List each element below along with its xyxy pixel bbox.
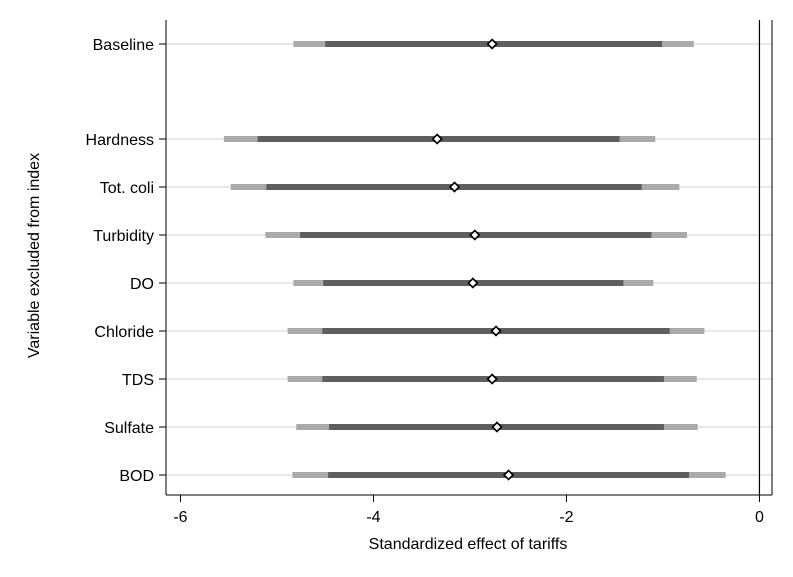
y-axis-title: Variable excluded from index: [26, 153, 43, 358]
y-tick-label-sulfate: Sulfate: [104, 420, 154, 437]
x-tick-label: -2: [559, 509, 573, 526]
y-tick-label-bod: BOD: [119, 468, 154, 485]
y-tick-label-do: DO: [130, 276, 154, 293]
x-axis-ticks: -6 -4 -2 0: [173, 495, 764, 526]
y-tick-label-hardness: Hardness: [86, 132, 154, 149]
y-axis-ticks: Baseline Hardness Tot. coli Turbidity DO Chlo…: [86, 37, 166, 485]
estimate-marker-hardness: [431, 133, 443, 145]
estimate-marker-baseline: [486, 38, 498, 50]
y-tick-label-tot-coli: Tot. coli: [100, 180, 154, 197]
estimate-markers: [431, 38, 515, 481]
y-tick-label-chloride: Chloride: [94, 324, 154, 341]
y-tick-label-tds: TDS: [122, 372, 154, 389]
x-tick-label: 0: [755, 509, 764, 526]
estimate-marker-do: [467, 277, 479, 289]
estimate-marker-sulfate: [491, 421, 503, 433]
estimate-marker-tot-coli: [448, 181, 461, 193]
x-tick-label: -4: [366, 509, 380, 526]
estimate-marker-turbidity: [469, 229, 481, 241]
estimate-marker-chloride: [490, 325, 502, 337]
x-tick-label: -6: [173, 509, 187, 526]
y-tick-label-turbidity: Turbidity: [93, 228, 154, 245]
x-axis-title: Standardized effect of tariffs: [369, 536, 568, 553]
plot-area: [166, 20, 772, 495]
y-tick-label-baseline: Baseline: [93, 37, 154, 54]
estimate-marker-bod: [502, 469, 515, 481]
estimate-marker-tds: [486, 373, 498, 385]
